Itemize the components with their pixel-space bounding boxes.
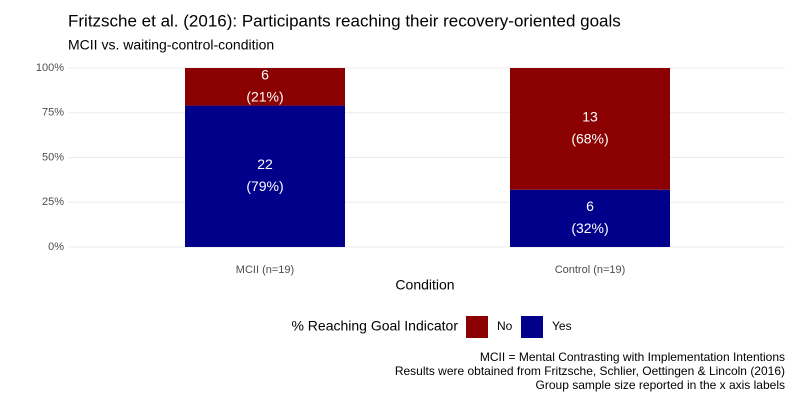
data-label-count: 22	[257, 156, 273, 172]
caption: Group sample size reported in the x axis…	[536, 378, 785, 392]
data-label: (32%)	[571, 220, 608, 236]
legend-label: No	[497, 319, 513, 333]
bar-segment	[510, 189, 670, 247]
y-tick-label: 50%	[42, 151, 64, 163]
chart-subtitle: MCII vs. waiting-control-condition	[68, 37, 274, 53]
bar-segment	[510, 68, 670, 190]
data-label-count: 13	[582, 109, 598, 125]
bar-segment	[185, 105, 345, 247]
y-tick-label: 25%	[42, 196, 64, 208]
chart-title: Fritzsche et al. (2016): Participants re…	[68, 11, 621, 30]
data-label-count: 6	[586, 198, 594, 214]
caption: Results were obtained from Fritzsche, Sc…	[395, 364, 785, 378]
y-tick-label: 75%	[42, 107, 64, 119]
bar-segment	[185, 68, 345, 106]
x-tick-label: MCII (n=19)	[236, 264, 294, 276]
legend-swatch	[521, 316, 543, 338]
legend-title: % Reaching Goal Indicator	[291, 318, 458, 334]
legend-label: Yes	[552, 319, 572, 333]
data-label-count: 6	[261, 66, 269, 82]
y-tick-label: 0%	[48, 241, 64, 253]
data-label: (79%)	[246, 178, 283, 194]
x-axis-label: Condition	[395, 277, 454, 293]
data-label: (21%)	[246, 88, 283, 104]
data-label: (68%)	[571, 131, 608, 147]
legend-swatch	[466, 316, 488, 338]
x-tick-label: Control (n=19)	[555, 264, 626, 276]
y-tick-label: 100%	[36, 62, 64, 74]
caption: MCII = Mental Contrasting with Implement…	[480, 350, 785, 364]
